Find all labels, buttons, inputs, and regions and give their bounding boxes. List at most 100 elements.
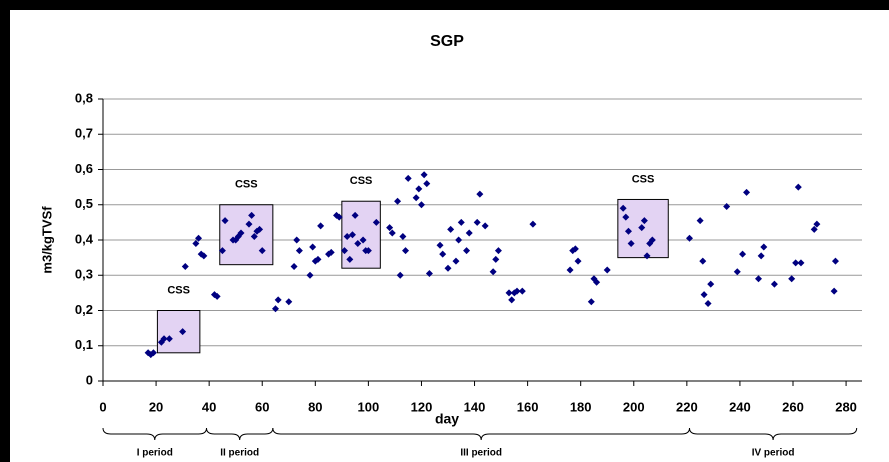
y-tick-label: 0,3 [75,267,93,282]
point [388,229,396,237]
point [627,240,635,248]
point [492,255,500,263]
x-tick-label: 80 [308,399,322,414]
point [603,266,611,274]
point [237,229,245,237]
point [439,250,447,258]
period-brace [689,427,858,441]
point [489,268,497,276]
period-brace [272,427,690,441]
point [707,280,715,288]
point [574,257,582,265]
point [830,287,838,295]
point [160,335,168,343]
point [221,217,229,225]
x-tick-label: 260 [782,399,804,414]
point [149,349,157,357]
point [476,190,484,198]
period-brace [206,427,274,441]
y-tick-label: 0,4 [75,231,94,246]
x-tick-label: 220 [676,399,698,414]
css-label: CSS [632,173,655,185]
point [622,213,630,221]
period-brace [102,427,207,441]
y-tick-label: 0,1 [75,337,93,352]
point [359,236,367,244]
point [831,257,839,265]
point [436,241,444,249]
point [348,231,356,239]
point [399,232,407,240]
period-label: III period [460,448,502,459]
x-tick-label: 280 [835,399,857,414]
x-axis-label: day [435,411,459,427]
point [723,203,731,211]
point [327,248,335,256]
point [200,252,208,260]
point [364,247,372,255]
point [412,194,420,202]
point [452,257,460,265]
point [465,229,473,237]
point [619,204,627,212]
point [686,234,693,242]
point [417,201,425,209]
point [346,255,354,263]
point [463,247,471,255]
point [248,211,256,219]
y-tick-label: 0,5 [75,196,93,211]
x-tick-label: 60 [255,399,269,414]
point [354,240,362,248]
point [285,298,293,306]
point [481,222,489,230]
point [571,245,579,253]
point [770,280,778,288]
x-tick-label: 240 [729,399,751,414]
point [444,264,452,272]
point [529,220,537,228]
css-label: CSS [350,175,373,187]
css-region [219,204,274,266]
y-tick-label: 0,6 [75,161,93,176]
point [494,247,502,255]
x-tick-label: 100 [358,399,380,414]
point [638,224,646,232]
point [593,278,601,286]
point [739,250,747,258]
x-tick-label: 180 [570,399,592,414]
y-tick-label: 0,2 [75,302,93,317]
point [505,289,513,297]
y-tick-label: 0 [86,372,93,387]
point [293,236,301,244]
y-tick-label: 0,8 [75,90,93,105]
point [415,185,423,193]
point [343,232,351,240]
point [797,259,805,267]
x-tick-label: 20 [149,399,163,414]
x-tick-label: 140 [464,399,486,414]
point [404,174,412,182]
point [386,224,394,232]
point [250,232,258,240]
chart-background [10,10,889,462]
css-label: CSS [235,179,258,191]
point [218,247,226,255]
point [696,217,704,225]
point [394,197,402,205]
point [341,247,348,255]
x-tick-label: 160 [517,399,539,414]
point [704,299,712,307]
point [455,236,463,244]
point [274,296,282,304]
point [457,218,465,226]
period-label: IV period [752,448,795,459]
point [566,266,574,274]
point [314,255,322,263]
point [309,243,317,251]
point [743,188,751,196]
point [760,243,768,251]
point [295,247,303,255]
point [402,247,410,255]
